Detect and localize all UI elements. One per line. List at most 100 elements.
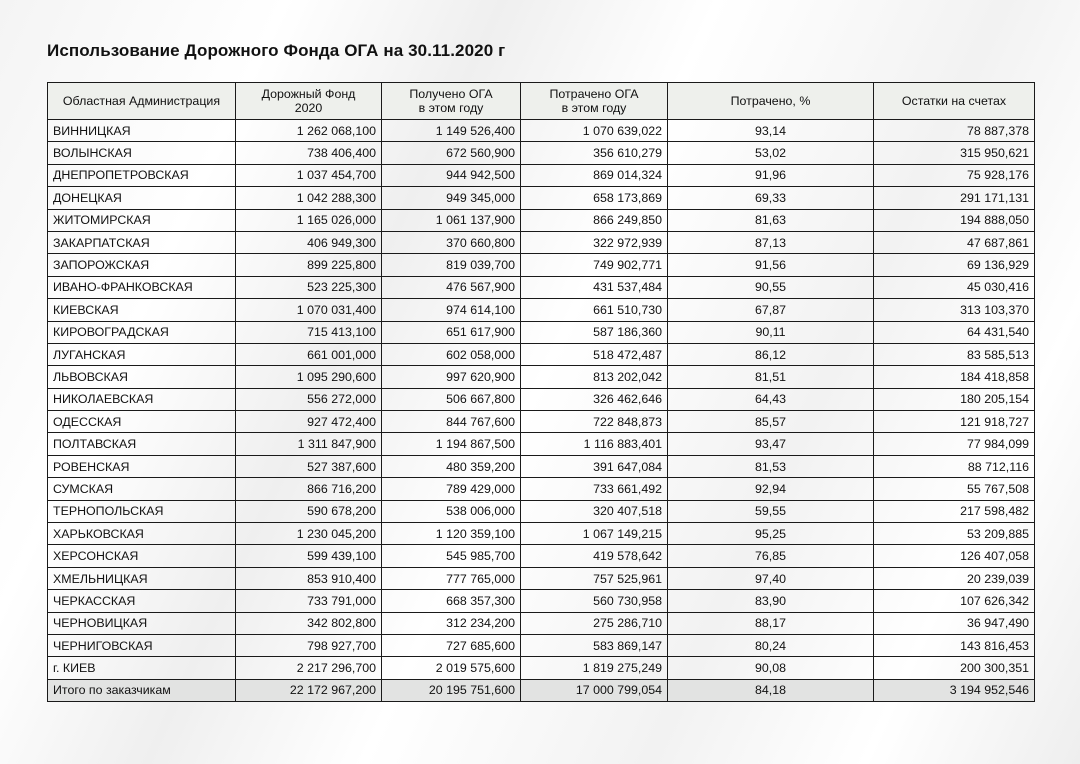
cell-spent: 17 000 799,054 (520, 678, 668, 703)
cell-received: 819 039,700 (381, 253, 521, 277)
cell-spent: 518 472,487 (520, 342, 668, 367)
header-text: Дорожный Фонд (261, 87, 356, 101)
cell-region: ВИННИЦКАЯ (47, 118, 236, 143)
cell-region: ЖИТОМИРСКАЯ (47, 208, 236, 232)
header-text: в этом году (561, 101, 627, 115)
cell-spent-percent: 81,51 (667, 365, 874, 389)
cell-received: 651 617,900 (381, 320, 521, 344)
cell-remaining: 194 888,050 (873, 208, 1035, 232)
cell-spent: 326 462,646 (520, 387, 668, 412)
table-row: НИКОЛАЕВСКАЯ 556 272,000 506 667,800 326 46… (47, 387, 1035, 412)
header-region: Областная Администрация (47, 82, 236, 120)
cell-spent: 419 578,642 (520, 544, 668, 568)
cell-spent: 733 661,492 (520, 477, 668, 501)
cell-spent: 661 510,730 (520, 298, 668, 322)
cell-spent-percent: 84,18 (667, 678, 874, 703)
cell-remaining: 69 136,929 (873, 253, 1035, 277)
cell-received: 997 620,900 (381, 365, 521, 389)
cell-received: 1 149 526,400 (381, 118, 521, 143)
cell-road-fund: 733 791,000 (235, 589, 382, 613)
cell-region: ДОНЕЦКАЯ (47, 186, 236, 210)
cell-road-fund: 599 439,100 (235, 544, 382, 568)
cell-spent-percent: 69,33 (667, 186, 874, 210)
cell-road-fund: 899 225,800 (235, 253, 382, 277)
table-row: ЗАПОРОЖСКАЯ 899 225,800 819 039,700 749 902… (47, 253, 1035, 277)
cell-region: ЛУГАНСКАЯ (47, 342, 236, 367)
cell-remaining: 291 171,131 (873, 186, 1035, 210)
cell-received: 480 359,200 (381, 454, 521, 479)
cell-received: 476 567,900 (381, 275, 521, 300)
cell-remaining: 126 407,058 (873, 544, 1035, 568)
cell-road-fund: 527 387,600 (235, 454, 382, 479)
cell-spent: 866 249,850 (520, 208, 668, 232)
table-row: ЛЬВОВСКАЯ 1 095 290,600 997 620,900 813 202… (47, 365, 1035, 389)
cell-region: ХЕРСОНСКАЯ (47, 544, 236, 568)
header-text: 2020 (294, 101, 323, 115)
header-remaining: Остатки на счетах (873, 82, 1035, 120)
header-spent-percent: Потрачено, % (667, 82, 874, 120)
header-road-fund: Дорожный Фонд 2020 (235, 82, 382, 120)
cell-region: ЧЕРКАССКАЯ (47, 589, 236, 613)
cell-received: 789 429,000 (381, 477, 521, 501)
header-text: Потрачено, % (730, 94, 811, 108)
table-row: ВОЛЫНСКАЯ 738 406,400 672 560,900 356 610,2… (47, 141, 1035, 165)
cell-region: РОВЕНСКАЯ (47, 454, 236, 479)
cell-spent-percent: 91,56 (667, 253, 874, 277)
table-row: ИВАНО-ФРАНКОВСКАЯ 523 225,300 476 567,900 4… (47, 275, 1035, 300)
cell-spent-percent: 64,43 (667, 387, 874, 412)
table-row: ЖИТОМИРСКАЯ 1 165 026,000 1 061 137,900 866… (47, 208, 1035, 232)
table-row: СУМСКАЯ 866 716,200 789 429,000 733 661,492… (47, 477, 1035, 501)
table-row: ВИННИЦКАЯ 1 262 068,100 1 149 526,400 1 070… (47, 118, 1035, 143)
table-row: ОДЕССКАЯ 927 472,400 844 767,600 722 848,87… (47, 410, 1035, 434)
total-row: Итого по заказчикам 22 172 967,200 20 195 … (47, 678, 1035, 703)
cell-road-fund: 1 165 026,000 (235, 208, 382, 232)
cell-region: ХАРЬКОВСКАЯ (47, 522, 236, 546)
cell-spent-percent: 81,63 (667, 208, 874, 232)
cell-remaining: 47 687,861 (873, 230, 1035, 255)
table-row: КИРОВОГРАДСКАЯ 715 413,100 651 617,900 587 … (47, 320, 1035, 344)
table-row: ЗАКАРПАТСКАЯ 406 949,300 370 660,800 322 97… (47, 230, 1035, 255)
cell-received: 672 560,900 (381, 141, 521, 165)
cell-received: 545 985,700 (381, 544, 521, 568)
page-title: Использование Дорожного Фонда ОГА на 30.… (47, 41, 506, 60)
cell-received: 1 120 359,100 (381, 522, 521, 546)
cell-received: 1 061 137,900 (381, 208, 521, 232)
cell-remaining: 184 418,858 (873, 365, 1035, 389)
cell-region: КИРОВОГРАДСКАЯ (47, 320, 236, 344)
header-text: Потрачено ОГА (549, 87, 639, 101)
cell-spent-percent: 80,24 (667, 633, 874, 658)
table-row: ХМЕЛЬНИЦКАЯ 853 910,400 777 765,000 757 525… (47, 566, 1035, 591)
cell-spent: 757 525,961 (520, 566, 668, 591)
cell-received: 312 234,200 (381, 611, 521, 635)
cell-spent: 275 286,710 (520, 611, 668, 635)
cell-remaining: 315 950,621 (873, 141, 1035, 165)
cell-spent-percent: 92,94 (667, 477, 874, 501)
cell-spent: 587 186,360 (520, 320, 668, 344)
table-row: г. КИЕВ 2 217 296,700 2 019 575,600 1 819 2… (47, 656, 1035, 680)
cell-remaining: 107 626,342 (873, 589, 1035, 613)
cell-remaining: 200 300,351 (873, 656, 1035, 680)
cell-received: 844 767,600 (381, 410, 521, 434)
cell-road-fund: 661 001,000 (235, 342, 382, 367)
cell-remaining: 75 928,176 (873, 163, 1035, 188)
cell-region: ТЕРНОПОЛЬСКАЯ (47, 499, 236, 524)
cell-spent-percent: 81,53 (667, 454, 874, 479)
cell-received: 727 685,600 (381, 633, 521, 658)
cell-remaining: 45 030,416 (873, 275, 1035, 300)
cell-received: 777 765,000 (381, 566, 521, 591)
cell-region: СУМСКАЯ (47, 477, 236, 501)
cell-spent-percent: 59,55 (667, 499, 874, 524)
cell-remaining: 83 585,513 (873, 342, 1035, 367)
table-row: ПОЛТАВСКАЯ 1 311 847,900 1 194 867,500 1 11… (47, 432, 1035, 456)
table-header-row: Областная Администрация Дорожный Фонд 2020… (47, 82, 1035, 120)
cell-received: 1 194 867,500 (381, 432, 521, 456)
cell-received: 538 006,000 (381, 499, 521, 524)
table-row: ЧЕРНОВИЦКАЯ 342 802,800 312 234,200 275 286… (47, 611, 1035, 635)
cell-remaining: 180 205,154 (873, 387, 1035, 412)
header-spent: Потрачено ОГА в этом году (520, 82, 668, 120)
cell-spent-percent: 76,85 (667, 544, 874, 568)
cell-region: г. КИЕВ (47, 656, 236, 680)
cell-region: ЧЕРНИГОВСКАЯ (47, 633, 236, 658)
cell-road-fund: 853 910,400 (235, 566, 382, 591)
cell-spent: 583 869,147 (520, 633, 668, 658)
